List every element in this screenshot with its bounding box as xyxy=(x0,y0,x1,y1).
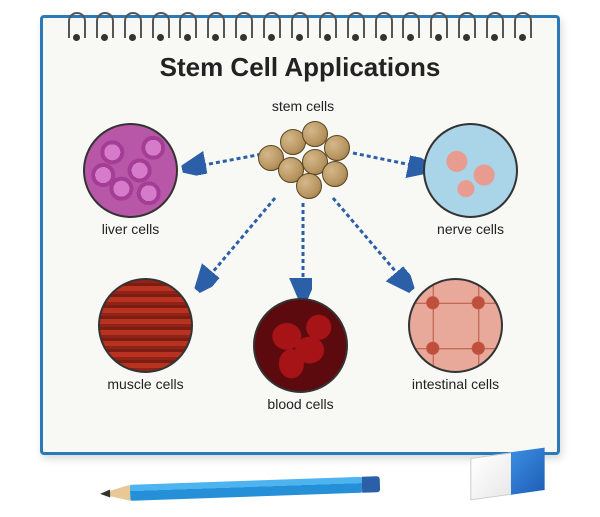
node-liver-cells: liver cells xyxy=(83,123,178,237)
label-stem-cells: stem cells xyxy=(248,98,358,114)
node-stem-cells: stem cells xyxy=(248,98,358,202)
graphic-nerve-cells xyxy=(423,123,518,218)
eraser-graphic xyxy=(470,448,544,501)
graphic-stem-cells xyxy=(248,117,358,202)
graphic-intestinal-cells xyxy=(408,278,503,373)
pencil-graphic xyxy=(100,476,380,502)
graphic-liver-cells xyxy=(83,123,178,218)
label-liver-cells: liver cells xyxy=(83,221,178,237)
graphic-blood-cells xyxy=(253,298,348,393)
node-nerve-cells: nerve cells xyxy=(423,123,518,237)
node-muscle-cells: muscle cells xyxy=(98,278,193,392)
label-muscle-cells: muscle cells xyxy=(98,376,193,392)
notepad-frame: Stem Cell Applications stem cells xyxy=(40,15,560,455)
label-nerve-cells: nerve cells xyxy=(423,221,518,237)
node-intestinal-cells: intestinal cells xyxy=(408,278,503,392)
label-blood-cells: blood cells xyxy=(253,396,348,412)
graphic-muscle-cells xyxy=(98,278,193,373)
label-intestinal-cells: intestinal cells xyxy=(408,376,503,392)
diagram-area: stem cells liver cells nerve cells mu xyxy=(43,18,557,452)
node-blood-cells: blood cells xyxy=(253,298,348,412)
